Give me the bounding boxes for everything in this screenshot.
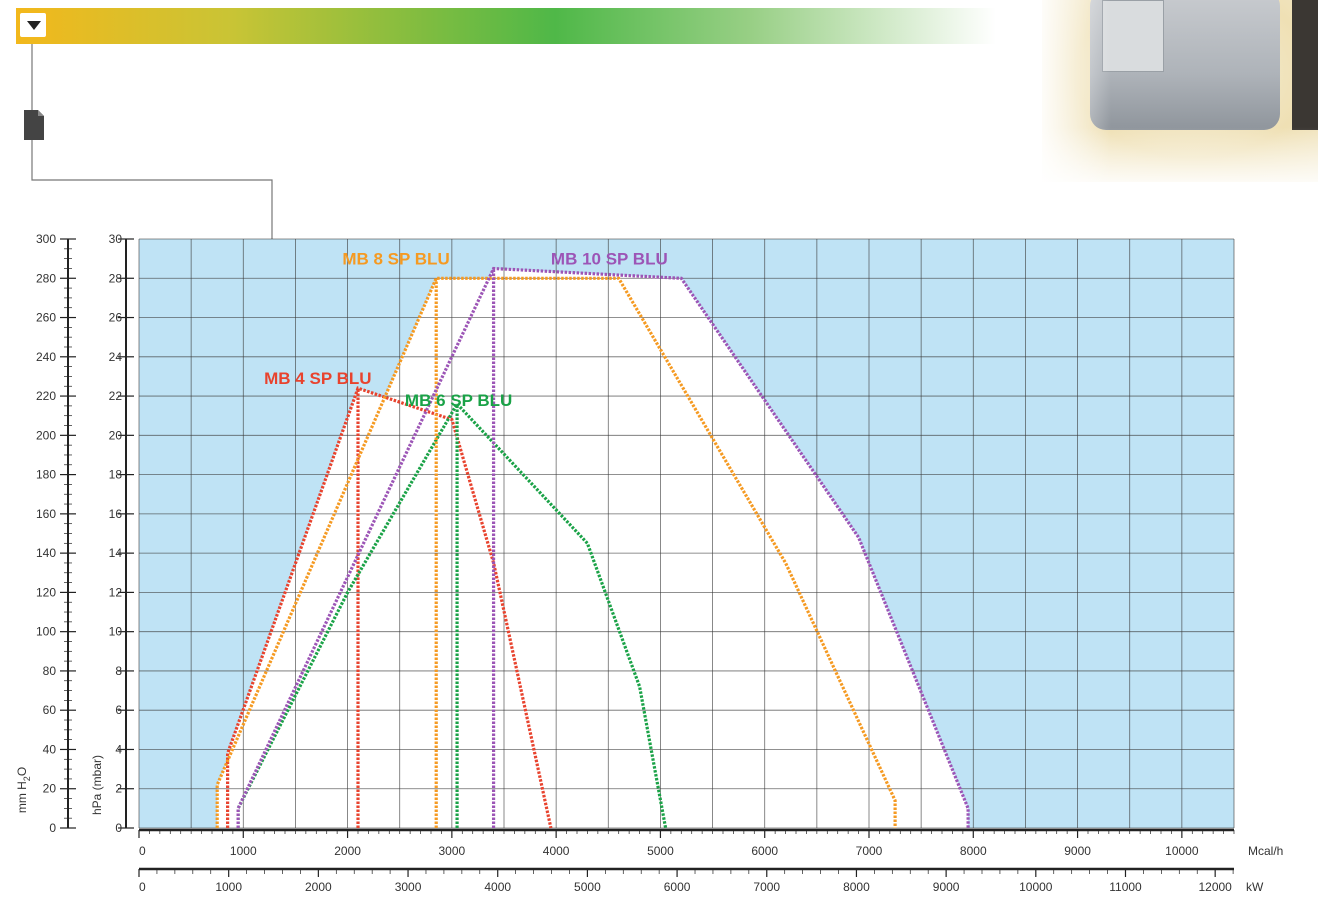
y-tick-label-mm: 220 — [36, 389, 56, 403]
y-tick-label-hpa: 28 — [109, 271, 123, 285]
x-tick-label-mcal: 0 — [139, 844, 146, 858]
y-tick-label-hpa: 8 — [115, 664, 122, 678]
x-tick-label-mcal: 10000 — [1165, 844, 1199, 858]
x-tick-label-kw: 1000 — [215, 880, 242, 894]
y-tick-label-mm: 20 — [43, 782, 57, 796]
y-tick-label-mm: 140 — [36, 546, 56, 560]
x-tick-label-kw: 2000 — [305, 880, 332, 894]
envelope-fill — [238, 268, 969, 828]
y-tick-label-hpa: 16 — [109, 507, 123, 521]
series-label: MB 6 SP BLU — [405, 391, 512, 410]
x-axis-unit-kw: kW — [1246, 880, 1264, 894]
connector-lines — [31, 44, 273, 240]
x-tick-label-mcal: 4000 — [543, 844, 570, 858]
y-tick-label-mm: 160 — [36, 507, 56, 521]
x-tick-label-kw: 6000 — [664, 880, 691, 894]
y-tick-label-mm: 260 — [36, 311, 56, 325]
y-tick-label-hpa: 6 — [115, 703, 122, 717]
document-icon[interactable] — [24, 110, 44, 140]
x-tick-label-mcal: 5000 — [647, 844, 674, 858]
y-tick-label-mm: 300 — [36, 232, 56, 246]
y-tick-label-hpa: 20 — [109, 428, 123, 442]
y-tick-label-mm: 280 — [36, 271, 56, 285]
y-tick-label-mm: 120 — [36, 585, 56, 599]
series-label: MB 4 SP BLU — [264, 369, 371, 388]
series-label: MB 8 SP BLU — [342, 249, 449, 268]
x-tick-label-mcal: 1000 — [230, 844, 257, 858]
x-axis-unit-mcal: Mcal/h — [1248, 844, 1283, 858]
photo-fade — [1042, 0, 1318, 182]
y-tick-label-hpa: 18 — [109, 468, 123, 482]
x-tick-label-kw: 5000 — [574, 880, 601, 894]
x-tick-label-mcal: 3000 — [439, 844, 466, 858]
y-tick-label-mm: 40 — [43, 742, 57, 756]
y-tick-label-mm: 80 — [43, 664, 57, 678]
y-axis-label-mm: mm H2O — [15, 767, 32, 813]
y-tick-label-hpa: 26 — [109, 311, 123, 325]
y-tick-label-hpa: 2 — [115, 782, 122, 796]
y-tick-label-mm: 0 — [49, 821, 56, 835]
x-tick-label-kw: 0 — [139, 880, 146, 894]
y-tick-label-hpa: 12 — [109, 585, 123, 599]
y-tick-label-mm: 240 — [36, 350, 56, 364]
x-tick-label-kw: 11000 — [1109, 880, 1142, 894]
y-tick-label-mm: 200 — [36, 428, 56, 442]
x-tick-label-mcal: 9000 — [1064, 844, 1091, 858]
y-tick-label-mm: 100 — [36, 625, 56, 639]
y-tick-label-hpa: 4 — [115, 742, 122, 756]
y-tick-label-mm: 60 — [43, 703, 57, 717]
x-tick-label-mcal: 6000 — [751, 844, 778, 858]
series-line — [236, 266, 970, 828]
x-tick-label-mcal: 2000 — [334, 844, 361, 858]
y-tick-label-hpa: 30 — [109, 232, 123, 246]
y-tick-label-hpa: 24 — [109, 350, 123, 364]
x-tick-label-kw: 12000 — [1198, 880, 1232, 894]
header-gradient-bar — [16, 8, 996, 44]
x-tick-label-kw: 3000 — [395, 880, 422, 894]
y-tick-label-mm: 180 — [36, 468, 56, 482]
y-axis-label-hpa: hPa (mbar) — [90, 755, 104, 815]
x-tick-label-kw: 7000 — [753, 880, 780, 894]
y-tick-label-hpa: 0 — [115, 821, 122, 835]
y-tick-label-hpa: 10 — [109, 625, 123, 639]
burner-photo — [1042, 0, 1318, 182]
y-tick-label-hpa: 22 — [109, 389, 123, 403]
x-tick-label-kw: 4000 — [484, 880, 511, 894]
x-tick-label-mcal: 8000 — [960, 844, 987, 858]
series-line — [215, 276, 897, 828]
x-tick-label-kw: 8000 — [843, 880, 870, 894]
x-tick-label-kw: 10000 — [1019, 880, 1053, 894]
dropdown-arrow-icon[interactable] — [18, 11, 48, 39]
series-line — [226, 386, 553, 829]
y-tick-label-hpa: 14 — [109, 546, 123, 560]
x-tick-label-kw: 9000 — [933, 880, 960, 894]
series-label: MB 10 SP BLU — [551, 249, 668, 268]
x-tick-label-mcal: 7000 — [856, 844, 883, 858]
